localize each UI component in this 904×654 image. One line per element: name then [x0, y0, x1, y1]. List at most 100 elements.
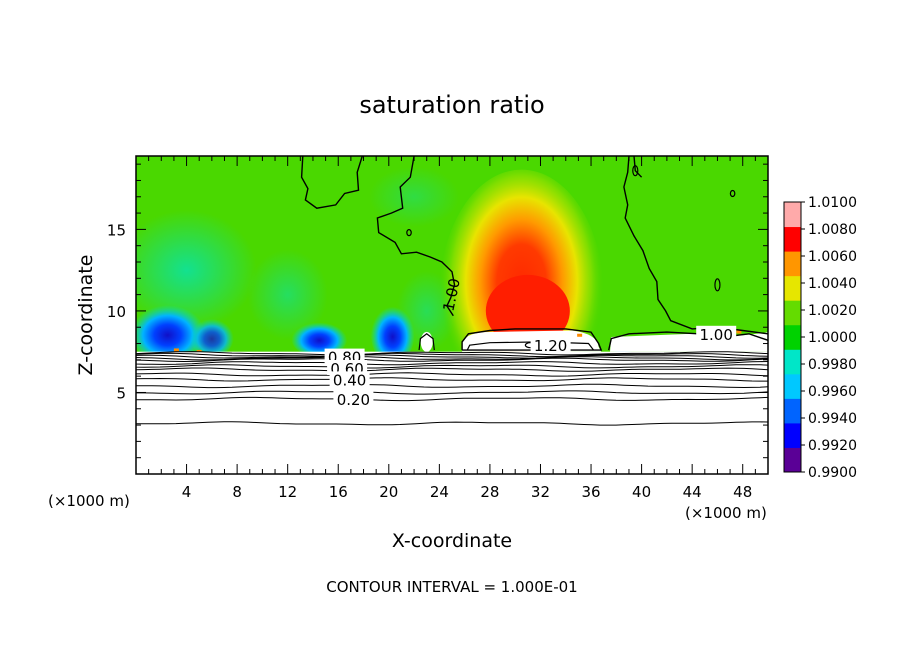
contour-small-loop — [714, 278, 721, 292]
colorbar-tick-label: 0.9920 — [808, 438, 857, 454]
colorbar-swatch — [784, 324, 801, 350]
contour-label-text: 1.00 — [699, 326, 732, 344]
subsaturated-blob — [189, 317, 234, 358]
contour-label-bg — [329, 371, 370, 387]
y-tick-label: 15 — [107, 221, 126, 239]
dry-layer-contour — [136, 357, 768, 363]
colorbar-tick-label: 1.0020 — [808, 303, 857, 319]
dry-layer-contour — [136, 372, 768, 377]
x-tick-label: 48 — [733, 483, 752, 501]
colorbar-tick-label: 1.0080 — [808, 222, 857, 238]
colorbar-tick-label: 1.0040 — [808, 276, 857, 292]
y-axis: 5 10 15 — [107, 163, 768, 459]
contour-1-00 — [418, 333, 435, 351]
y-tick-label: 10 — [107, 303, 126, 321]
colorbar-tick-label: 0.9960 — [808, 384, 857, 400]
x-unit-label-left: (×1000 m) — [48, 492, 130, 510]
dry-layer-contour — [136, 396, 768, 402]
contour-small-loop — [406, 229, 412, 237]
contour-1-00 — [461, 328, 603, 351]
subsaturated-blob — [370, 303, 415, 364]
moist-band — [247, 249, 328, 340]
dry-layer-contour — [136, 377, 768, 382]
x-tick-label: 12 — [278, 483, 297, 501]
contour-label-bg — [696, 325, 737, 341]
x-tick-label: 28 — [480, 483, 499, 501]
x-tick-label: 24 — [430, 483, 449, 501]
contour-label-bg — [530, 337, 571, 353]
colorbar-tick-label: 1.0060 — [808, 249, 857, 265]
x-tick-label: 36 — [581, 483, 600, 501]
cloud-edge-fleck — [736, 330, 742, 334]
contour-labels: 1.001.001.200.800.600.400.20 — [324, 277, 737, 409]
x-tick-label: 44 — [683, 483, 702, 501]
dry-layer-contour — [136, 421, 768, 426]
y-tick-label: 5 — [116, 384, 126, 402]
colorbar: 1.0100 1.0080 1.0060 1.0040 1.0020 1.0000 0.99… — [783, 195, 857, 481]
contour-1-20 — [466, 341, 595, 351]
subsaturated-blob — [136, 302, 206, 363]
chart-title: saturation ratio — [359, 91, 544, 119]
contour-1-00 — [608, 331, 768, 351]
dry-layer-contour — [136, 354, 768, 359]
dry-layer-contour — [136, 351, 768, 356]
contour-interval-note: CONTOUR INTERVAL = 1.000E-01 — [326, 578, 577, 596]
x-unit-label-right: (×1000 m) — [685, 504, 767, 522]
y-axis-label: Z-coordinate — [75, 255, 97, 376]
moist-band — [136, 210, 257, 331]
colorbar-swatch — [784, 226, 801, 252]
contour-label: 1.00 — [696, 325, 737, 344]
x-tick-label: 8 — [232, 483, 242, 501]
colorbar-tick-label: 0.9900 — [808, 465, 857, 481]
contour-label-bg — [324, 348, 365, 364]
contour-lines — [136, 156, 768, 426]
cloud-edge-fleck — [173, 348, 179, 352]
contour-1-00 — [633, 156, 643, 178]
dry-layer — [136, 351, 768, 474]
plot-area — [136, 156, 768, 474]
colorbar-swatch — [784, 300, 801, 326]
cloud-region — [420, 331, 433, 352]
colorbar-swatch — [784, 275, 801, 301]
contour-1-00 — [300, 156, 363, 209]
dry-layer-contour — [136, 367, 768, 372]
contour-label-text: 0.40 — [333, 371, 366, 389]
x-axis: 4 8 12 16 20 24 28 32 36 40 44 48 — [148, 156, 756, 501]
colorbar-swatch — [784, 447, 801, 473]
dry-layer-contour — [136, 361, 768, 366]
dry-layer-contour — [136, 364, 768, 369]
dry-layer-contour — [136, 390, 768, 395]
colorbar-swatch — [784, 202, 801, 228]
contour-label-bg — [327, 360, 368, 375]
subsaturated-blob — [291, 320, 348, 357]
contour-small-loop — [632, 165, 639, 177]
colorbar-tick-label: 0.9980 — [808, 357, 857, 373]
dry-layer-contour — [136, 383, 768, 389]
x-tick-label: 40 — [632, 483, 651, 501]
cloud-edge-fleck — [577, 333, 583, 337]
contour-label-bg — [333, 391, 374, 406]
contour-label: 0.20 — [333, 391, 374, 409]
contour-1-00 — [376, 156, 456, 317]
contour-label-text: 0.20 — [337, 391, 370, 409]
dry-layer-contour — [136, 352, 768, 358]
contour-label-text: 1.20 — [534, 337, 567, 355]
colorbar-swatch — [784, 422, 801, 448]
colorbar-tick-label: 1.0100 — [808, 195, 857, 211]
colorbar-tick-label: 0.9940 — [808, 411, 857, 427]
contour-label: 1.20 — [530, 337, 571, 355]
x-axis-label: X-coordinate — [392, 530, 512, 552]
x-tick-label: 20 — [379, 483, 398, 501]
contour-small-loop — [729, 189, 736, 198]
x-tick-label: 4 — [182, 483, 192, 501]
contour-label: 0.40 — [329, 371, 370, 389]
colorbar-tick-label: 1.0000 — [808, 330, 857, 346]
x-tick-label: 32 — [531, 483, 550, 501]
colorbar-swatch — [784, 349, 801, 375]
colorbar-swatch — [784, 373, 801, 399]
colorbar-swatch — [784, 251, 801, 277]
x-tick-label: 16 — [329, 483, 348, 501]
colorbar-swatch — [784, 398, 801, 424]
moist-band — [369, 166, 460, 227]
